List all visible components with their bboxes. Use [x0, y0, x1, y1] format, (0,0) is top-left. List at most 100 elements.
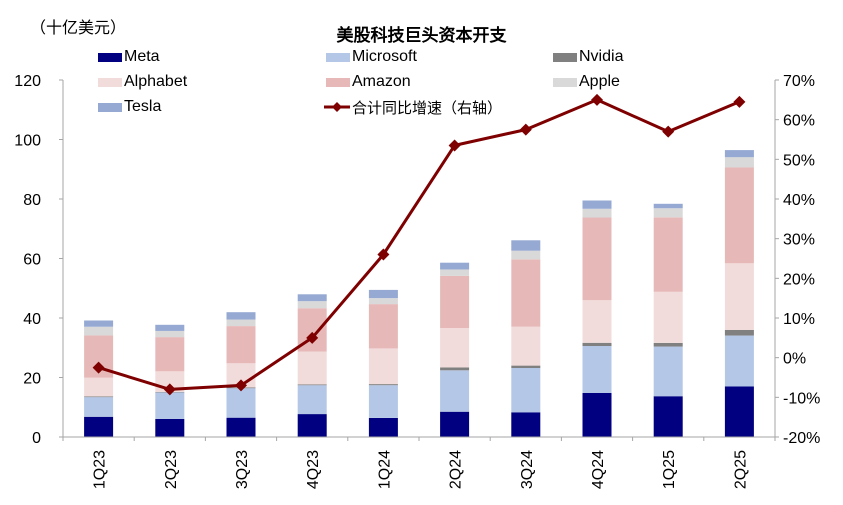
bar-microsoft-2q24 [440, 370, 470, 412]
legend-label: Alphabet [124, 73, 188, 90]
bar-alphabet-2q24 [440, 328, 470, 368]
y-tick-label: 40 [23, 311, 41, 328]
growth-point-4q24 [591, 93, 603, 106]
bar-microsoft-3q23 [226, 388, 256, 418]
bar-microsoft-3q24 [511, 368, 541, 413]
legend-item-amazon: Amazon [326, 71, 411, 93]
legend-swatch-nvidia [553, 52, 577, 62]
x-tick-label: 2Q24 [448, 450, 465, 489]
growth-point-1q24 [377, 248, 390, 261]
bar-tesla-1q25 [653, 203, 683, 209]
bars-layer [84, 150, 754, 438]
legend-label: Nvidia [579, 48, 624, 65]
bar-alphabet-2q25 [724, 263, 754, 330]
y-axis-unit-label: （十亿美元） [30, 18, 127, 37]
bar-microsoft-2q25 [724, 335, 754, 387]
y2-tick-label: 60% [783, 113, 815, 130]
bar-meta-3q23 [226, 417, 256, 438]
legend-swatch-alphabet [98, 77, 122, 87]
growth-point-2q24 [448, 139, 461, 152]
bar-tesla-3q23 [226, 312, 256, 320]
y-tick-label: 120 [14, 73, 41, 90]
y2-tick-label: 50% [783, 152, 815, 169]
bar-tesla-4q23 [297, 294, 327, 302]
y2-tick-label: -20% [783, 430, 820, 447]
bar-apple-2q24 [440, 269, 470, 276]
bar-nvidia-1q25 [653, 342, 683, 347]
bar-amazon-4q24 [582, 217, 612, 301]
x-tick-label: 4Q23 [305, 450, 322, 489]
x-tick-label: 1Q23 [92, 450, 109, 489]
growth-point-1q23 [92, 361, 105, 374]
bar-meta-2q25 [724, 386, 754, 437]
bar-microsoft-4q23 [297, 385, 327, 415]
x-tick-label: 4Q24 [590, 450, 607, 489]
legend-label: Amazon [352, 73, 411, 90]
growth-point-2q25 [733, 95, 746, 108]
legend-swatch-microsoft [326, 52, 350, 62]
bar-amazon-3q24 [511, 259, 541, 327]
x-tick-label: 1Q24 [376, 450, 393, 489]
bar-nvidia-3q24 [511, 365, 541, 369]
bar-alphabet-4q24 [582, 300, 612, 343]
bar-apple-1q24 [368, 298, 398, 305]
y2-tick-label: 40% [783, 192, 815, 209]
chart-title: 美股科技巨头资本开支 [336, 26, 507, 46]
bar-apple-4q23 [297, 301, 327, 309]
x-tick-label: 3Q24 [519, 450, 536, 489]
bar-apple-1q25 [653, 208, 683, 218]
bar-nvidia-1q24 [368, 384, 398, 386]
bar-nvidia-4q23 [297, 384, 327, 386]
legend-item-meta: Meta [98, 46, 160, 68]
bar-tesla-4q24 [582, 200, 612, 209]
bar-tesla-1q23 [84, 320, 114, 327]
bar-apple-3q24 [511, 250, 541, 260]
legend-item-nvidia: Nvidia [553, 46, 623, 68]
bar-tesla-2q25 [724, 150, 754, 158]
y-tick-label: 20 [23, 371, 41, 388]
x-tick-label: 3Q23 [234, 450, 251, 489]
bar-amazon-2q23 [155, 337, 185, 372]
bar-meta-2q24 [440, 411, 470, 437]
legend-label: 合计同比增速（右轴） [352, 98, 503, 117]
bar-tesla-2q23 [155, 324, 185, 331]
bar-alphabet-1q24 [368, 348, 398, 385]
y2-tick-label: -10% [783, 390, 820, 407]
legend-swatch-growth-line [324, 102, 350, 112]
bar-meta-1q23 [84, 416, 114, 438]
bar-tesla-3q24 [511, 240, 541, 251]
bar-tesla-2q24 [440, 262, 470, 270]
x-tick-label: 2Q23 [163, 450, 180, 489]
bar-alphabet-1q23 [84, 377, 114, 397]
growth-point-3q23 [235, 379, 247, 392]
bar-microsoft-1q24 [368, 385, 398, 418]
bar-meta-1q25 [653, 396, 683, 437]
line-layer [92, 93, 746, 396]
y-tick-label: 100 [14, 133, 41, 150]
bar-apple-4q24 [582, 208, 612, 218]
y2-tick-label: 0% [783, 351, 806, 368]
legend-swatch-amazon [326, 77, 350, 87]
y2-tick-label: 10% [783, 311, 815, 328]
bar-microsoft-4q24 [582, 346, 612, 393]
bar-nvidia-2q25 [724, 329, 754, 336]
bar-tesla-1q24 [368, 289, 398, 299]
bar-meta-4q23 [297, 414, 327, 438]
legend-label: Microsoft [352, 48, 417, 65]
growth-point-3q24 [519, 123, 532, 136]
bar-amazon-2q24 [440, 275, 470, 329]
growth-line [98, 98, 740, 391]
bar-microsoft-2q23 [155, 392, 185, 419]
legend-item-alphabet: Alphabet [98, 71, 187, 93]
legend-swatch-tesla [98, 102, 122, 112]
growth-point-1q25 [662, 125, 675, 138]
bar-nvidia-4q24 [582, 342, 612, 347]
bar-apple-2q23 [155, 330, 185, 338]
bar-meta-2q23 [155, 418, 185, 438]
axes-layer [59, 79, 779, 441]
y-tick-label: 80 [23, 192, 41, 209]
labels-layer: 0 20 40 60 80 100 120 -20% -10% 0% 10% 20% 30% 40% 50%… [14, 73, 820, 489]
bar-nvidia-2q24 [440, 367, 470, 371]
bar-microsoft-1q23 [84, 397, 114, 417]
